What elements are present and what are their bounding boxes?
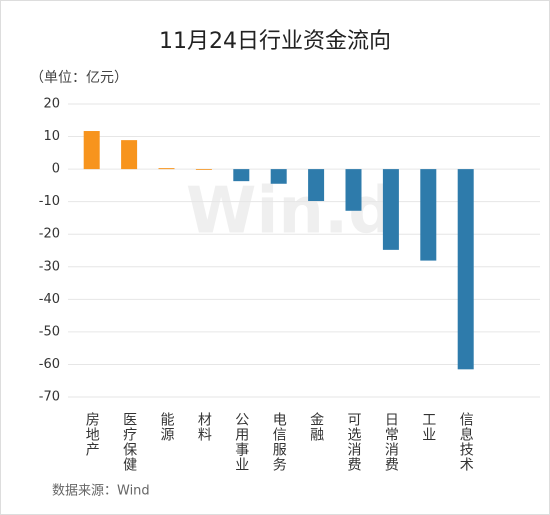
y-tick-label: -60 [39,357,60,372]
x-tick-label: 日常消费 [383,412,399,472]
y-tick-label: 20 [43,97,60,112]
x-tick-label: 工业 [420,412,436,442]
bar [270,169,287,184]
x-tick-label: 金融 [308,412,324,442]
y-tick-label: -10 [39,194,60,209]
y-tick-label: -70 [39,390,60,405]
x-tick-label: 可选消费 [346,412,362,472]
bar [308,169,325,202]
x-tick-label: 医疗保健 [121,412,137,472]
bar [195,169,212,170]
x-tick-label: 公用事业 [233,412,249,472]
x-tick-label: 信息技术 [458,412,474,472]
y-tick-label: -50 [39,324,60,339]
y-tick-label: -20 [39,227,60,242]
bar [233,169,250,182]
y-tick-label: -40 [39,292,60,307]
source-note: 数据来源：Wind [52,484,150,499]
x-tick-label: 能源 [159,412,175,442]
bar [457,169,474,370]
bar [420,169,437,261]
x-tick-label: 房地产 [84,412,100,457]
chart-title: 11月24日行业资金流向 [159,29,391,54]
x-tick-label: 材料 [196,412,212,442]
y-tick-label: -30 [39,259,60,274]
watermark: Win.d [186,175,394,249]
bar [158,168,175,170]
x-tick-label: 电信服务 [271,412,287,472]
bar [345,169,362,211]
unit-label: （单位：亿元） [30,70,128,86]
bar [83,131,100,170]
y-tick-label: 0 [52,162,60,177]
y-tick-label: 10 [43,129,60,144]
bar [382,169,399,250]
bar [121,140,138,170]
